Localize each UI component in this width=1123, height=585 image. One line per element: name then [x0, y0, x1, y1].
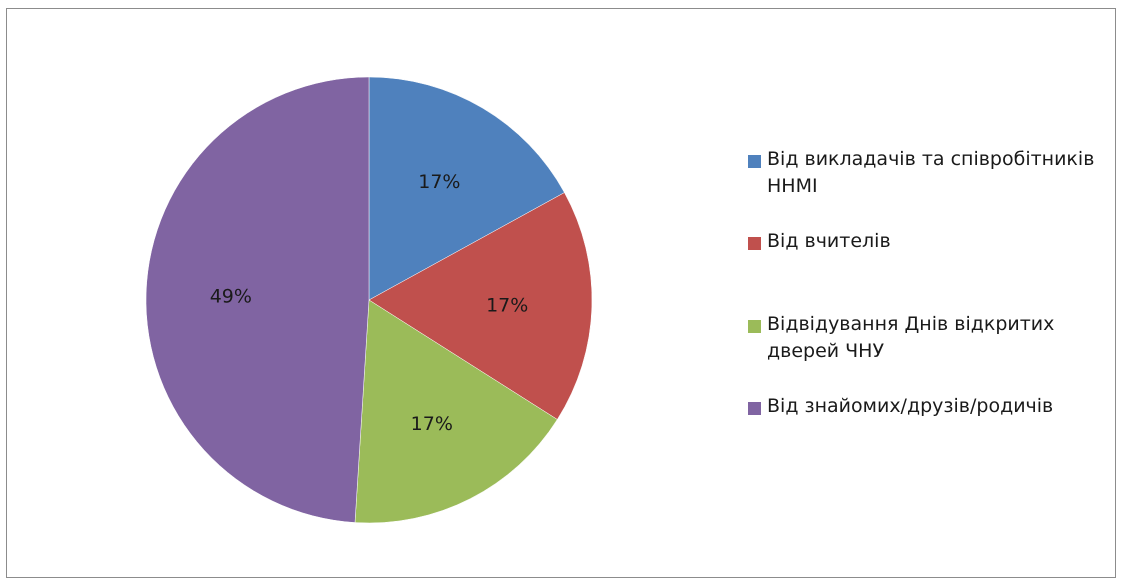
pie-slice: [354, 299, 558, 524]
legend-item: Відвідування Днів відкритих дверей ЧНУ: [748, 313, 1112, 365]
slice-data-label: 17%: [486, 294, 528, 316]
legend-label: Відвідування Днів відкритих дверей ЧНУ: [767, 313, 1055, 362]
slice-data-label: 17%: [418, 171, 460, 193]
legend-label: Від знайомих/друзів/родичів: [767, 395, 1054, 417]
legend-swatch: [748, 155, 761, 168]
slice-data-label: 49%: [210, 286, 252, 308]
legend-label: Від викладачів та співробітників ННМІ: [767, 148, 1095, 197]
legend-item: Від викладачів та співробітників ННМІ: [748, 148, 1112, 200]
pie-slice: [145, 76, 370, 523]
legend-label: Від вчителів: [767, 230, 891, 252]
pie-slice: [368, 76, 565, 301]
legend-item: Від вчителів: [748, 230, 1112, 255]
legend-swatch: [748, 402, 761, 415]
pie-slice: [368, 192, 593, 420]
legend-swatch: [748, 320, 761, 333]
legend-swatch: [748, 237, 761, 250]
legend-item: Від знайомих/друзів/родичів: [748, 395, 1112, 420]
slice-data-label: 17%: [411, 413, 453, 435]
